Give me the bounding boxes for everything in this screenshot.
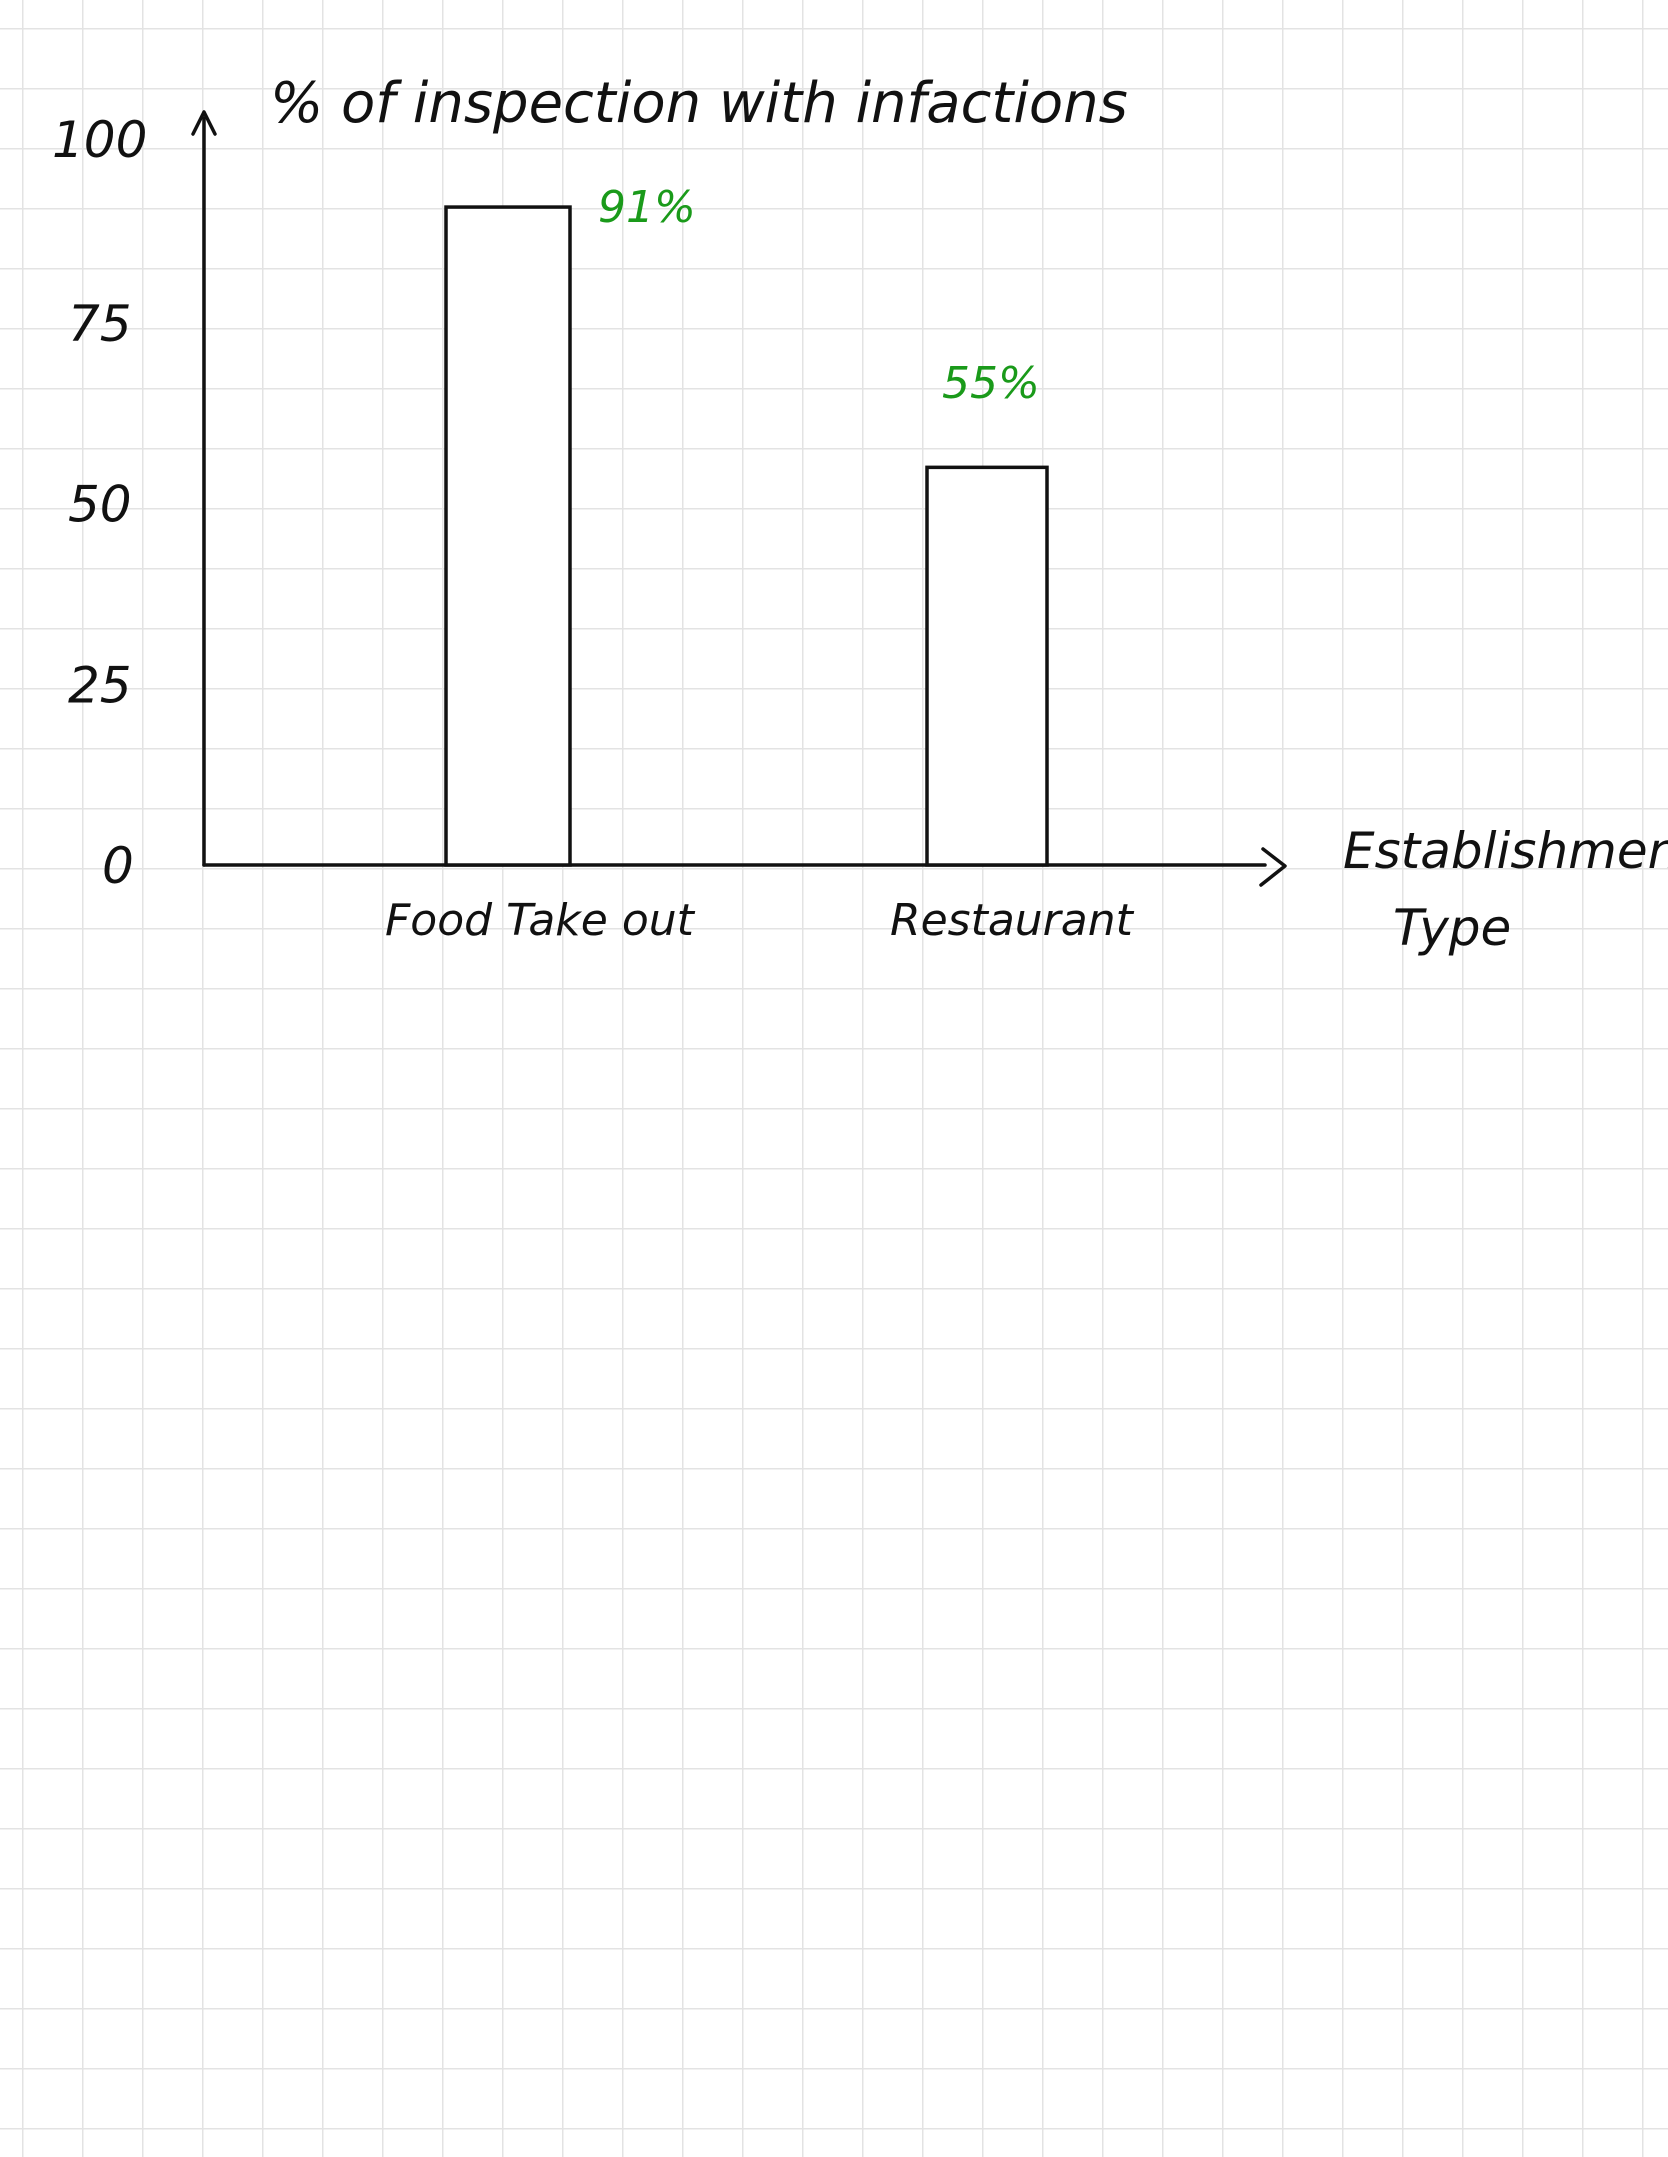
x-axis-arrow	[1259, 847, 1287, 887]
y-axis-arrow	[191, 110, 217, 136]
category-label: Restaurant	[890, 895, 1135, 946]
category-label: Food Take out	[385, 895, 696, 946]
bar	[925, 465, 1049, 867]
y-tick-label: 75	[68, 295, 132, 353]
y-tick-label: 0	[102, 837, 134, 895]
data-label: 91%	[598, 182, 696, 233]
bars	[444, 205, 1049, 867]
x-axis-label-line-2: Type	[1393, 899, 1511, 957]
x-axis-label: Establishment	[1343, 822, 1668, 880]
y-tick-labels: 0 25 50 75 100	[52, 111, 147, 895]
data-label: 55%	[942, 358, 1040, 409]
category-labels: Food Take out Restaurant	[385, 895, 1135, 946]
data-labels: 91% 55%	[598, 182, 1040, 409]
y-tick-label: 100	[52, 111, 147, 169]
axes	[191, 110, 1287, 887]
y-tick-label: 50	[68, 476, 132, 534]
chart-title: % of inspection with infactions	[270, 71, 1128, 136]
bar	[444, 205, 572, 867]
y-tick-label: 25	[68, 656, 132, 714]
